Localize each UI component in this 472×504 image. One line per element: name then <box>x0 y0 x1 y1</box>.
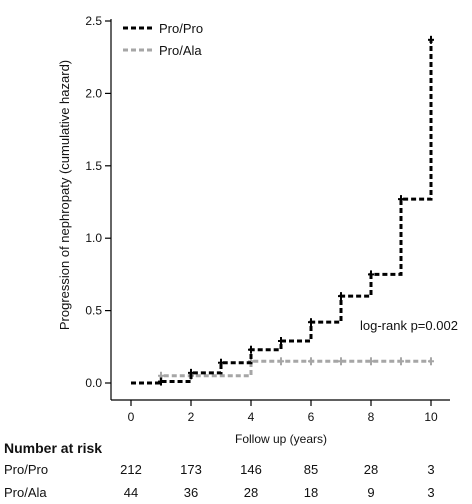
risk-cell: 3 <box>427 462 434 477</box>
x-tick-label: 6 <box>308 410 315 424</box>
axes: 0.0 0.5 1.0 1.5 2.0 2.5 0 2 4 6 8 10 <box>85 14 450 424</box>
risk-row-label: Pro/Pro <box>4 462 48 477</box>
logrank-annotation: log-rank p=0.002 <box>360 318 458 333</box>
y-tick-label: 2.5 <box>85 14 102 28</box>
risk-table: Number at risk Pro/Pro 212 173 146 85 28 3 Pro/… <box>4 440 435 500</box>
y-tick-label: 2.0 <box>85 86 102 100</box>
risk-cell: 3 <box>427 485 434 500</box>
risk-cell: 173 <box>180 462 202 477</box>
series-layer <box>131 35 434 386</box>
x-tick-label: 0 <box>128 410 135 424</box>
risk-cell: 9 <box>367 485 374 500</box>
legend-label-pro-pro: Pro/Pro <box>159 21 203 36</box>
risk-cell: 18 <box>304 485 318 500</box>
risk-row-label: Pro/Ala <box>4 485 47 500</box>
risk-cell: 44 <box>124 485 138 500</box>
x-tick-label: 10 <box>424 410 438 424</box>
y-tick-label: 1.0 <box>85 231 102 245</box>
legend-label-pro-ala: Pro/Ala <box>159 43 202 58</box>
risk-cell: 212 <box>120 462 142 477</box>
risk-cell: 36 <box>184 485 198 500</box>
y-tick-label: 1.5 <box>85 159 102 173</box>
y-axis-label: Progression of nephropaty (cumulative ha… <box>57 60 72 330</box>
risk-table-title: Number at risk <box>4 440 102 456</box>
risk-cell: 28 <box>244 485 258 500</box>
y-tick-label: 0.5 <box>85 304 102 318</box>
x-tick-label: 8 <box>368 410 375 424</box>
y-tick-label: 0.0 <box>85 376 102 390</box>
x-tick-label: 4 <box>248 410 255 424</box>
risk-cell: 85 <box>304 462 318 477</box>
x-tick-label: 2 <box>188 410 195 424</box>
x-axis-label: Follow up (years) <box>235 432 327 446</box>
risk-cell: 146 <box>240 462 262 477</box>
risk-cell: 28 <box>364 462 378 477</box>
series-line-pro-pro <box>131 39 433 385</box>
legend: Pro/Pro Pro/Ala <box>123 21 203 58</box>
